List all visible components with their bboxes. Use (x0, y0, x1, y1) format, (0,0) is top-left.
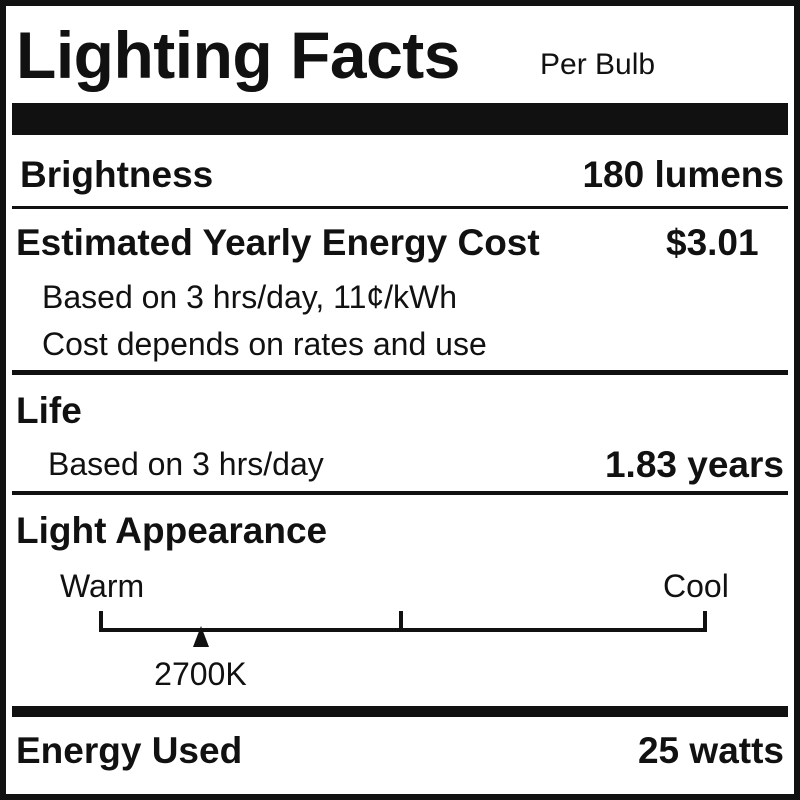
color-temperature-marker-icon (192, 626, 209, 647)
energy-cost-note-2: Cost depends on rates and use (42, 326, 487, 362)
energy-cost-value: $3.01 (666, 222, 759, 263)
scale-tick-start (99, 611, 103, 632)
marker-label: 2700K (154, 656, 247, 692)
brightness-value: 180 lumens (582, 154, 784, 195)
label-subtitle: Per Bulb (540, 48, 656, 81)
label-title: Lighting Facts (16, 18, 460, 92)
divider (12, 370, 788, 375)
life-value: 1.83 years (604, 444, 784, 485)
life-note: Based on 3 hrs/day (48, 446, 324, 482)
warm-label: Warm (60, 568, 145, 604)
energy-cost-note-1: Based on 3 hrs/day, 11¢/kWh (42, 279, 458, 315)
thick-divider (12, 103, 788, 135)
energy-used-value: 25 watts (637, 730, 784, 771)
thick-divider (12, 706, 788, 717)
divider (12, 491, 788, 495)
cool-label: Cool (663, 568, 729, 604)
divider (12, 206, 788, 209)
brightness-label: Brightness (20, 154, 214, 195)
life-label: Life (16, 390, 82, 431)
color-temperature-scale (99, 628, 707, 632)
light-appearance-label: Light Appearance (16, 510, 328, 551)
scale-tick-middle (399, 611, 403, 632)
energy-cost-label: Estimated Yearly Energy Cost (16, 222, 540, 263)
energy-used-label: Energy Used (16, 730, 243, 771)
scale-tick-end (703, 611, 707, 632)
